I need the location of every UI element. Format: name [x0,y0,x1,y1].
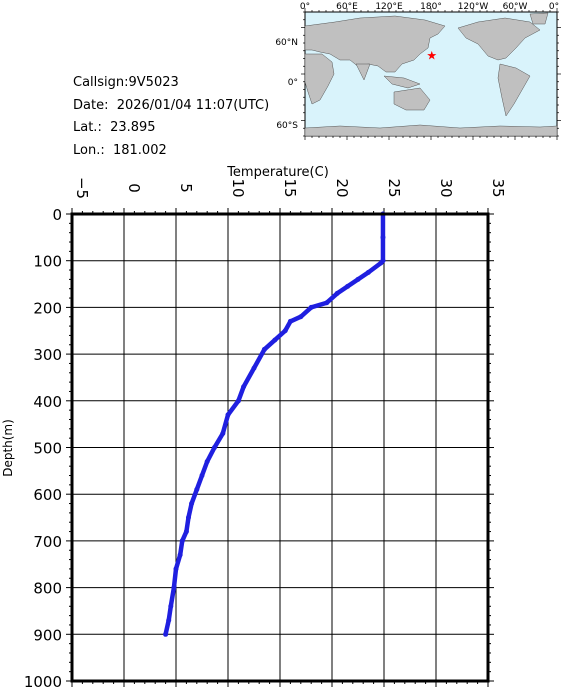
profile-point [324,300,330,306]
x-axis-label: Temperature(C) [226,165,329,180]
map-lat-label-0: 0° [288,78,298,88]
x-tick-label: 25 [385,178,403,197]
profile-point [287,318,293,324]
x-tick-label: 15 [281,178,299,197]
map-lon-label-60e: 60°E [336,2,358,12]
y-tick-label: 200 [33,299,62,317]
profile-point [235,398,241,404]
x-tick-labels: −5 0 5 10 15 20 25 30 35 [73,177,507,199]
profile-point [378,260,384,266]
chart-grid [71,213,489,682]
profile-point [298,314,304,320]
profile-point [380,234,386,240]
x-tick-label: −5 [73,177,91,199]
land-greenland [529,12,549,25]
profile-point [272,337,278,343]
profile-point [163,631,169,637]
land-eurasia [304,15,446,73]
series-layer [163,211,386,637]
x-tick-label: 35 [489,178,507,197]
plot-frame [70,212,490,683]
profile-point [261,346,267,352]
profile-point [185,515,191,521]
profile-point [173,566,179,572]
map-top-labels: 0° 60°E 120°E 180° 120°W 60°W 0° [300,2,559,12]
y-tick-label: 700 [33,533,62,551]
x-tick-label: 5 [177,183,195,193]
land-se-asia-islands [383,75,421,89]
profile-point [225,412,231,418]
map-lon-label-120w: 120°W [458,2,489,12]
land-south-america [497,63,531,117]
x-tick-label: 0 [125,183,143,193]
map-ticks [301,8,561,140]
temperature-depth-chart: −5 0 5 10 15 20 25 30 35 0 100 200 300 400 500 600 700 8… [0,150,564,691]
map-lon-label-0-right: 0° [549,2,559,12]
temperature-profile-line [163,211,386,637]
profile-point [171,585,177,591]
y-tick-label: 300 [33,346,62,364]
world-map: 0° 60°E 120°E 180° 120°W 60°W 0° 60°N 0°… [275,2,561,140]
profile-point [355,276,361,282]
profile-point [308,304,314,310]
y-tick-label: 400 [33,393,62,411]
land-india [355,63,371,81]
chart-svg: −5 0 5 10 15 20 25 30 35 0 100 200 300 400 500 600 700 8… [1,165,507,691]
date-text: Date: 2026/01/04 11:07(UTC) [73,97,270,113]
profile-point [177,552,183,558]
y-tick-label: 0 [52,206,62,224]
callsign-text: Callsign:9V5023 [73,75,179,90]
map-lon-label-0: 0° [300,2,310,12]
profile-point [194,487,200,493]
location-map: 0° 60°E 120°E 180° 120°W 60°W 0° 60°N 0°… [0,0,564,150]
map-lon-label-180: 180° [420,2,442,12]
profile-point [189,501,195,507]
map-lat-label-60s: 60°S [276,121,298,131]
profile-point [282,328,288,334]
profile-point [251,365,257,371]
longitude-text: Lon.: 181.002 [73,142,167,158]
y-axis-label: Depth(m) [1,419,15,477]
profile-point [211,445,217,450]
profile-point [204,459,210,465]
x-tick-label: 30 [437,178,455,197]
profile-point [199,473,205,479]
y-tick-label: 100 [33,253,62,271]
profile-point [220,430,226,436]
x-tick-label: 10 [229,178,247,197]
cast-info: Callsign:9V5023 Date: 2026/01/04 11:07(U… [73,72,269,162]
y-tick-label: 800 [33,580,62,598]
land-antarctica [304,124,558,137]
map-lon-label-120e: 120°E [375,2,403,12]
x-tick-label: 20 [333,178,351,197]
profile-point [168,603,174,609]
profile-point [365,269,371,275]
map-lon-label-60w: 60°W [503,2,528,12]
profile-point [179,538,185,544]
profile-point [166,617,172,623]
land-australia [393,87,431,111]
profile-point [183,529,189,535]
y-tick-label: 600 [33,486,62,504]
y-tick-labels: 0 100 200 300 400 500 600 700 800 900 1000 [24,206,62,691]
map-lat-label-60n: 60°N [275,38,298,48]
profile-point [334,290,340,296]
y-tick-label: 500 [33,440,62,458]
profile-point [241,384,247,390]
y-tick-label: 900 [33,626,62,644]
profile-point [345,283,351,289]
land-africa [304,53,335,105]
latitude-text: Lat.: 23.895 [73,120,156,135]
map-left-labels: 60°N 0° 60°S [275,38,298,131]
land-north-america [457,17,541,61]
y-tick-label: 1000 [24,673,62,690]
location-marker-star: ★ [426,48,437,62]
